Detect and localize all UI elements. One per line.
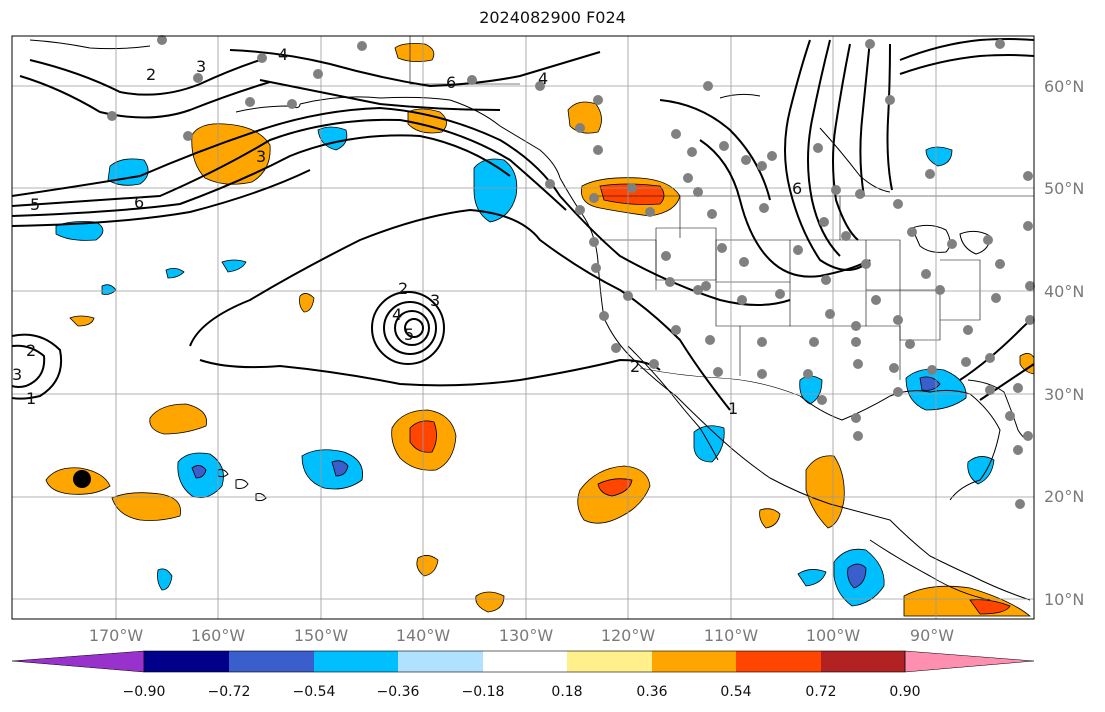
lat-label-40n: 40°N (1044, 282, 1085, 301)
strong-negative-patch (331, 460, 349, 477)
contour-label-6: 6 (446, 73, 456, 92)
lon-label-150w: 150°W (293, 626, 349, 645)
map-border (11, 35, 1035, 620)
colorbar-segment (821, 651, 905, 672)
colorbar-segment (398, 651, 483, 672)
positive-anomaly-patch (299, 293, 315, 313)
positive-anomaly-patch (475, 591, 505, 613)
negative-anomaly-patch (107, 158, 149, 186)
negative-anomaly-patch (473, 158, 518, 223)
colorbar-tick: −0.18 (461, 684, 505, 700)
contour-label-3: 3 (430, 291, 440, 310)
lon-label-160w: 160°W (190, 626, 246, 645)
highlight-marker (73, 470, 91, 488)
colorbar-tick: 0.18 (551, 684, 583, 700)
negative-anomaly-patch (221, 259, 247, 273)
political-borders (409, 36, 1034, 397)
lon-label-90w: 90°W (909, 626, 955, 645)
colorbar-segment (736, 651, 821, 672)
lon-label-120w: 120°W (600, 626, 656, 645)
lon-label-130w: 130°W (498, 626, 554, 645)
lon-label-170w: 170°W (88, 626, 144, 645)
positive-anomaly-patch (69, 315, 95, 327)
contour-label-3: 3 (256, 147, 266, 166)
positive-anomaly-patch (394, 43, 435, 62)
negative-anomaly-patch (967, 456, 995, 485)
contour-label-6: 6 (792, 179, 802, 198)
contour-label-5: 5 (30, 195, 40, 214)
contour-labels: 4 4 6 2 3 3 5 6 2 3 4 5 2 3 1 2 1 6 (12, 45, 802, 418)
lat-label-10n: 10°N (1044, 590, 1085, 609)
contour-label-4: 4 (538, 69, 548, 88)
colorbar-tick: −0.90 (122, 684, 166, 700)
negative-anomaly-patch (55, 221, 104, 241)
colorbar-segment (314, 651, 398, 672)
lat-label-60n: 60°N (1044, 77, 1085, 96)
lon-label-110w: 110°W (703, 626, 759, 645)
contour-label-6: 6 (134, 193, 144, 212)
colorbar-tick: −0.36 (376, 684, 420, 700)
strong-anomaly-patch (597, 478, 633, 497)
map-frame (12, 36, 1034, 619)
negative-anomaly-patch (797, 569, 827, 587)
positive-anomaly-patch (759, 508, 781, 529)
contour-label-5: 5 (404, 325, 414, 344)
colorbar-segment (567, 651, 652, 672)
contour-label-3: 3 (12, 365, 22, 384)
strong-negative-patch (847, 563, 867, 589)
strong-negative-patch (919, 376, 941, 391)
colorbar-tick: 0.36 (636, 684, 668, 700)
coastlines (29, 39, 1031, 601)
lon-label-100w: 100°W (805, 626, 861, 645)
colorbar-tick: 0.90 (889, 684, 921, 700)
colorbar-tick: −0.54 (292, 684, 336, 700)
strong-anomaly-patch (599, 183, 665, 205)
anomaly-shading (45, 43, 1035, 617)
colorbar-segment (652, 651, 736, 672)
colorbar-tick: −0.72 (207, 684, 251, 700)
negative-anomaly-patch (165, 268, 185, 279)
colorbar-low-arrow (11, 650, 145, 673)
lat-label-20n: 20°N (1044, 487, 1085, 506)
positive-anomaly-patch (416, 555, 439, 577)
contour-label-2: 2 (146, 65, 156, 84)
contour-label-2: 2 (398, 279, 408, 298)
colorbar-tick: 0.72 (805, 684, 837, 700)
strong-anomaly-patch (969, 599, 1011, 615)
contour-label-1: 1 (26, 389, 36, 408)
positive-anomaly-patch (805, 455, 845, 529)
negative-anomaly-patch (301, 449, 363, 490)
lon-label-140w: 140°W (395, 626, 451, 645)
lat-label-50n: 50°N (1044, 179, 1085, 198)
contour-label-2: 2 (630, 357, 640, 376)
negative-anomaly-patch (157, 568, 173, 591)
contour-label-4: 4 (278, 45, 288, 64)
contour-label-4: 4 (392, 305, 402, 324)
positive-anomaly-patch (111, 492, 181, 521)
colorbar (11, 650, 1035, 673)
colorbar-segment (144, 651, 229, 672)
colorbar-segment (229, 651, 314, 672)
strong-negative-patch (191, 465, 207, 479)
contour-label-3: 3 (196, 57, 206, 76)
negative-anomaly-patch (925, 146, 953, 167)
lat-label-30n: 30°N (1044, 385, 1085, 404)
station-markers (107, 35, 1035, 509)
map-title: 2024082900 F024 (479, 8, 626, 27)
positive-anomaly-patch (149, 403, 207, 435)
colorbar-high-arrow (904, 650, 1035, 673)
colorbar-tick: 0.54 (720, 684, 752, 700)
contour-label-1: 1 (728, 399, 738, 418)
contour-label-2: 2 (26, 341, 36, 360)
colorbar-segment (483, 651, 567, 672)
